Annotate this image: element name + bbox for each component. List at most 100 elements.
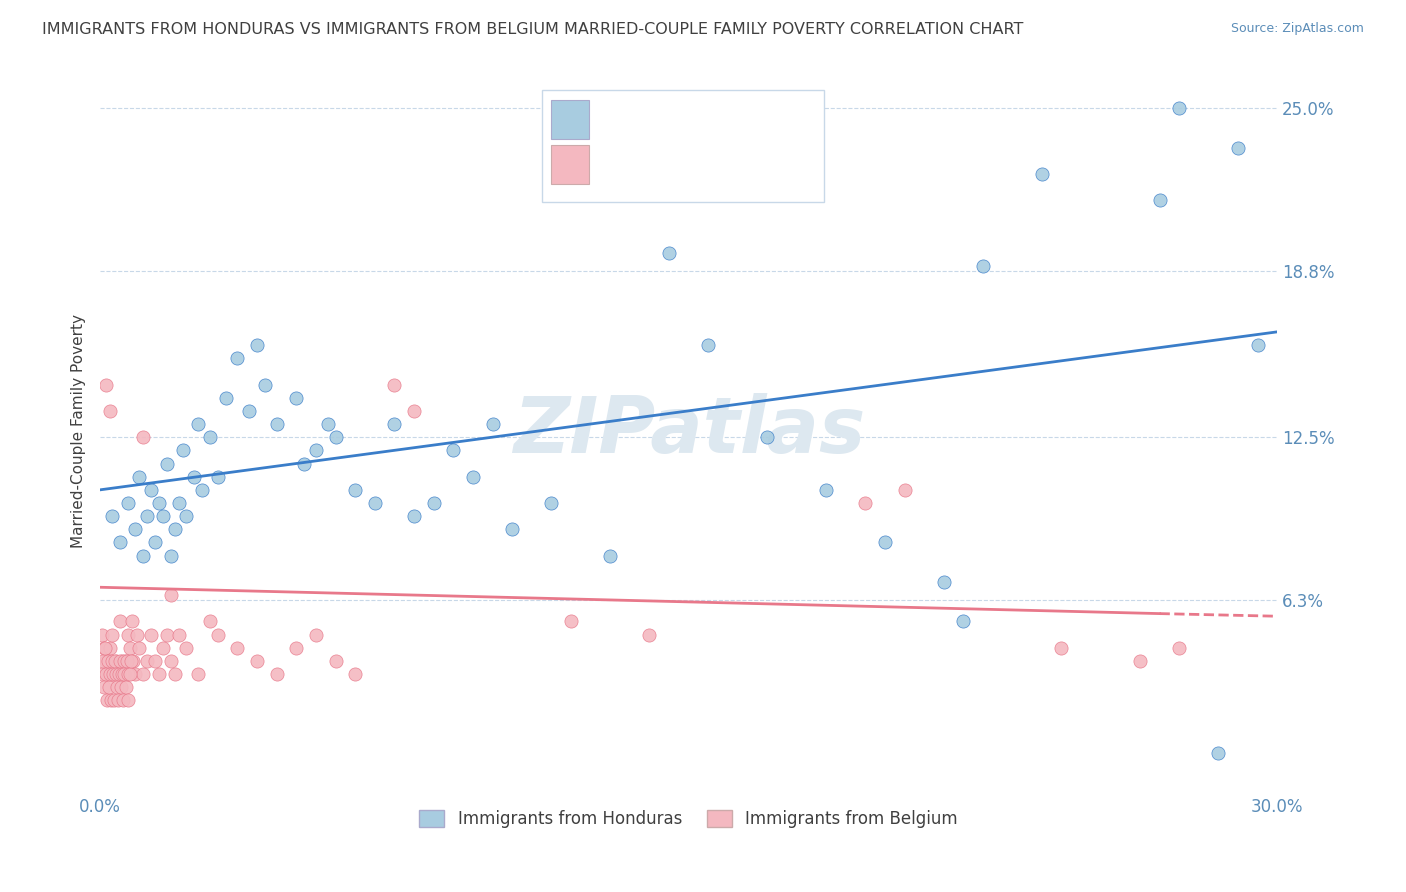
Point	[93, 640, 115, 655]
Point	[127, 628, 149, 642]
Point	[112, 654, 135, 668]
Point	[100, 693, 122, 707]
Point	[402, 509, 425, 524]
Point	[103, 667, 125, 681]
Point	[1168, 640, 1191, 655]
Point	[207, 628, 229, 642]
Point	[94, 667, 117, 681]
Point	[501, 522, 523, 536]
Point	[121, 615, 143, 629]
Point	[101, 628, 124, 642]
Point	[93, 681, 115, 695]
Point	[112, 667, 135, 681]
Point	[132, 430, 155, 444]
Point	[167, 628, 190, 642]
Point	[932, 574, 955, 589]
Point	[136, 509, 159, 524]
Point	[461, 469, 484, 483]
Point	[207, 469, 229, 483]
Point	[148, 496, 170, 510]
Text: -0.026: -0.026	[655, 153, 716, 171]
Point	[117, 693, 139, 707]
Point	[152, 640, 174, 655]
Point	[163, 522, 186, 536]
Point	[101, 667, 124, 681]
Text: 0.188: 0.188	[655, 109, 709, 127]
Point	[183, 469, 205, 483]
Point	[98, 404, 121, 418]
Point	[560, 615, 582, 629]
Point	[1227, 140, 1250, 154]
Point	[176, 509, 198, 524]
Point	[1031, 167, 1053, 181]
Point	[292, 457, 315, 471]
Point	[111, 693, 134, 707]
Point	[638, 628, 661, 642]
Bar	[551, 145, 589, 185]
Point	[118, 640, 141, 655]
Point	[111, 654, 134, 668]
Point	[91, 667, 114, 681]
Point	[91, 654, 114, 668]
Point	[124, 667, 146, 681]
Point	[97, 654, 120, 668]
Point	[815, 483, 838, 497]
Point	[1149, 193, 1171, 207]
Point	[98, 667, 121, 681]
Point	[120, 654, 142, 668]
Point	[97, 681, 120, 695]
Point	[215, 391, 238, 405]
Point	[114, 681, 136, 695]
Point	[285, 391, 308, 405]
Point	[1168, 101, 1191, 115]
Point	[152, 509, 174, 524]
Point	[1208, 746, 1230, 760]
Text: N =: N =	[727, 109, 758, 127]
Point	[111, 667, 134, 681]
Point	[246, 654, 269, 668]
Point	[122, 654, 145, 668]
Point	[305, 628, 328, 642]
Point	[176, 640, 198, 655]
Point	[107, 667, 129, 681]
Point	[972, 259, 994, 273]
Point	[104, 654, 127, 668]
Point	[285, 640, 308, 655]
Point	[191, 483, 214, 497]
Point	[159, 549, 181, 563]
Point	[108, 615, 131, 629]
Point	[198, 430, 221, 444]
Text: Source: ZipAtlas.com: Source: ZipAtlas.com	[1230, 22, 1364, 36]
Point	[132, 549, 155, 563]
Point	[128, 469, 150, 483]
Point	[364, 496, 387, 510]
Point	[441, 443, 464, 458]
Point	[163, 667, 186, 681]
Point	[114, 667, 136, 681]
Point	[139, 483, 162, 497]
Point	[159, 654, 181, 668]
Point	[344, 667, 367, 681]
Point	[756, 430, 779, 444]
Point	[117, 628, 139, 642]
Point	[266, 667, 288, 681]
Point	[118, 667, 141, 681]
Point	[105, 681, 128, 695]
Point	[139, 628, 162, 642]
Point	[599, 549, 621, 563]
Point	[167, 496, 190, 510]
Point	[143, 654, 166, 668]
Point	[117, 667, 139, 681]
Point	[94, 377, 117, 392]
Text: IMMIGRANTS FROM HONDURAS VS IMMIGRANTS FROM BELGIUM MARRIED-COUPLE FAMILY POVERT: IMMIGRANTS FROM HONDURAS VS IMMIGRANTS F…	[42, 22, 1024, 37]
Point	[305, 443, 328, 458]
Point	[226, 351, 249, 366]
Point	[104, 654, 127, 668]
Point	[187, 417, 209, 431]
Point	[422, 496, 444, 510]
Point	[96, 693, 118, 707]
Point	[540, 496, 562, 510]
Point	[159, 588, 181, 602]
Text: R =: R =	[603, 153, 634, 171]
Point	[107, 693, 129, 707]
